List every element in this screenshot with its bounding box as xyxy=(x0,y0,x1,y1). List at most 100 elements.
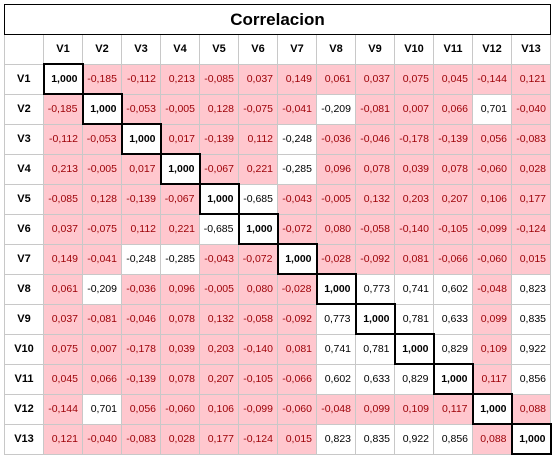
correlation-cell[interactable]: 0,149 xyxy=(43,243,83,275)
correlation-cell[interactable]: -0,036 xyxy=(316,123,356,155)
correlation-cell[interactable]: 0,075 xyxy=(394,63,434,95)
correlation-cell[interactable]: -0,092 xyxy=(355,243,395,275)
correlation-cell[interactable]: 0,213 xyxy=(160,63,200,95)
correlation-cell[interactable]: 0,117 xyxy=(472,363,512,395)
correlation-cell[interactable]: -0,139 xyxy=(121,183,161,215)
correlation-cell[interactable]: -0,144 xyxy=(43,393,83,425)
correlation-cell[interactable]: -0,040 xyxy=(511,93,551,125)
correlation-cell[interactable]: 0,112 xyxy=(121,213,161,245)
correlation-cell[interactable]: 0,701 xyxy=(472,93,512,125)
correlation-cell[interactable]: -0,124 xyxy=(511,213,551,245)
diagonal-cell[interactable]: 1,000 xyxy=(276,243,318,275)
correlation-cell[interactable]: 0,056 xyxy=(121,393,161,425)
diagonal-cell[interactable]: 1,000 xyxy=(81,93,123,125)
correlation-cell[interactable]: 0,037 xyxy=(238,63,278,95)
row-header-v2[interactable]: V2 xyxy=(4,93,44,125)
correlation-cell[interactable]: 0,829 xyxy=(394,363,434,395)
column-header-v2[interactable]: V2 xyxy=(82,34,122,65)
correlation-cell[interactable]: -0,067 xyxy=(199,153,239,185)
correlation-cell[interactable]: -0,085 xyxy=(43,183,83,215)
correlation-cell[interactable]: 0,015 xyxy=(277,423,317,455)
correlation-cell[interactable]: 0,829 xyxy=(433,333,473,365)
correlation-cell[interactable]: -0,060 xyxy=(277,393,317,425)
correlation-cell[interactable]: 0,741 xyxy=(316,333,356,365)
correlation-cell[interactable]: 0,078 xyxy=(160,303,200,335)
correlation-cell[interactable]: 0,128 xyxy=(199,93,239,125)
correlation-cell[interactable]: -0,046 xyxy=(121,303,161,335)
correlation-cell[interactable]: -0,285 xyxy=(160,243,200,275)
correlation-cell[interactable]: 0,080 xyxy=(238,273,278,305)
correlation-cell[interactable]: -0,060 xyxy=(472,153,512,185)
correlation-cell[interactable]: -0,072 xyxy=(277,213,317,245)
correlation-cell[interactable]: -0,040 xyxy=(82,423,122,455)
correlation-cell[interactable]: -0,185 xyxy=(43,93,83,125)
correlation-cell[interactable]: 0,078 xyxy=(355,153,395,185)
correlation-cell[interactable]: -0,185 xyxy=(82,63,122,95)
correlation-cell[interactable]: -0,209 xyxy=(316,93,356,125)
correlation-cell[interactable]: 0,106 xyxy=(199,393,239,425)
correlation-cell[interactable]: 0,781 xyxy=(355,333,395,365)
correlation-cell[interactable]: 0,117 xyxy=(433,393,473,425)
column-header-v10[interactable]: V10 xyxy=(394,34,434,65)
correlation-cell[interactable]: -0,058 xyxy=(355,213,395,245)
row-header-v9[interactable]: V9 xyxy=(4,303,44,335)
correlation-cell[interactable]: 0,099 xyxy=(472,303,512,335)
correlation-cell[interactable]: -0,066 xyxy=(277,363,317,395)
table-title[interactable]: Correlacion xyxy=(4,4,551,35)
correlation-cell[interactable]: -0,085 xyxy=(199,63,239,95)
diagonal-cell[interactable]: 1,000 xyxy=(432,363,474,395)
correlation-cell[interactable]: -0,248 xyxy=(121,243,161,275)
correlation-cell[interactable]: 0,028 xyxy=(511,153,551,185)
correlation-cell[interactable]: -0,105 xyxy=(238,363,278,395)
row-header-v4[interactable]: V4 xyxy=(4,153,44,185)
correlation-cell[interactable]: -0,005 xyxy=(82,153,122,185)
correlation-cell[interactable]: -0,099 xyxy=(472,213,512,245)
correlation-cell[interactable]: -0,144 xyxy=(472,63,512,95)
correlation-cell[interactable]: 0,056 xyxy=(472,123,512,155)
correlation-cell[interactable]: 0,121 xyxy=(43,423,83,455)
correlation-cell[interactable]: 0,121 xyxy=(511,63,551,95)
correlation-cell[interactable]: -0,124 xyxy=(238,423,278,455)
correlation-cell[interactable]: -0,048 xyxy=(316,393,356,425)
correlation-cell[interactable]: -0,005 xyxy=(316,183,356,215)
correlation-cell[interactable]: 0,112 xyxy=(238,123,278,155)
correlation-cell[interactable]: -0,043 xyxy=(199,243,239,275)
correlation-cell[interactable]: 0,017 xyxy=(160,123,200,155)
column-header-v3[interactable]: V3 xyxy=(121,34,161,65)
row-header-v11[interactable]: V11 xyxy=(4,363,44,395)
correlation-cell[interactable]: -0,081 xyxy=(355,93,395,125)
diagonal-cell[interactable]: 1,000 xyxy=(120,123,162,155)
correlation-cell[interactable]: 0,221 xyxy=(160,213,200,245)
correlation-cell[interactable]: -0,041 xyxy=(277,93,317,125)
correlation-cell[interactable]: -0,140 xyxy=(238,333,278,365)
correlation-cell[interactable]: -0,043 xyxy=(277,183,317,215)
correlation-cell[interactable]: 0,015 xyxy=(511,243,551,275)
correlation-cell[interactable]: -0,139 xyxy=(121,363,161,395)
correlation-cell[interactable]: 0,080 xyxy=(316,213,356,245)
correlation-cell[interactable]: -0,028 xyxy=(277,273,317,305)
correlation-cell[interactable]: -0,092 xyxy=(277,303,317,335)
diagonal-cell[interactable]: 1,000 xyxy=(393,333,435,365)
correlation-cell[interactable]: 0,221 xyxy=(238,153,278,185)
correlation-cell[interactable]: 0,066 xyxy=(433,93,473,125)
correlation-cell[interactable]: 0,149 xyxy=(277,63,317,95)
correlation-cell[interactable]: 0,061 xyxy=(43,273,83,305)
correlation-cell[interactable]: -0,105 xyxy=(433,213,473,245)
column-header-v12[interactable]: V12 xyxy=(472,34,512,65)
correlation-cell[interactable]: -0,028 xyxy=(316,243,356,275)
correlation-cell[interactable]: 0,633 xyxy=(433,303,473,335)
correlation-cell[interactable]: 0,078 xyxy=(433,153,473,185)
diagonal-cell[interactable]: 1,000 xyxy=(159,153,201,185)
correlation-cell[interactable]: 0,078 xyxy=(160,363,200,395)
correlation-cell[interactable]: -0,140 xyxy=(394,213,434,245)
correlation-cell[interactable]: 0,075 xyxy=(43,333,83,365)
column-header-v11[interactable]: V11 xyxy=(433,34,473,65)
correlation-cell[interactable]: 0,602 xyxy=(433,273,473,305)
correlation-cell[interactable]: -0,099 xyxy=(238,393,278,425)
row-header-v12[interactable]: V12 xyxy=(4,393,44,425)
correlation-cell[interactable]: 0,177 xyxy=(199,423,239,455)
correlation-cell[interactable]: -0,060 xyxy=(160,393,200,425)
correlation-cell[interactable]: 0,096 xyxy=(316,153,356,185)
correlation-cell[interactable]: -0,248 xyxy=(277,123,317,155)
correlation-cell[interactable]: -0,139 xyxy=(199,123,239,155)
